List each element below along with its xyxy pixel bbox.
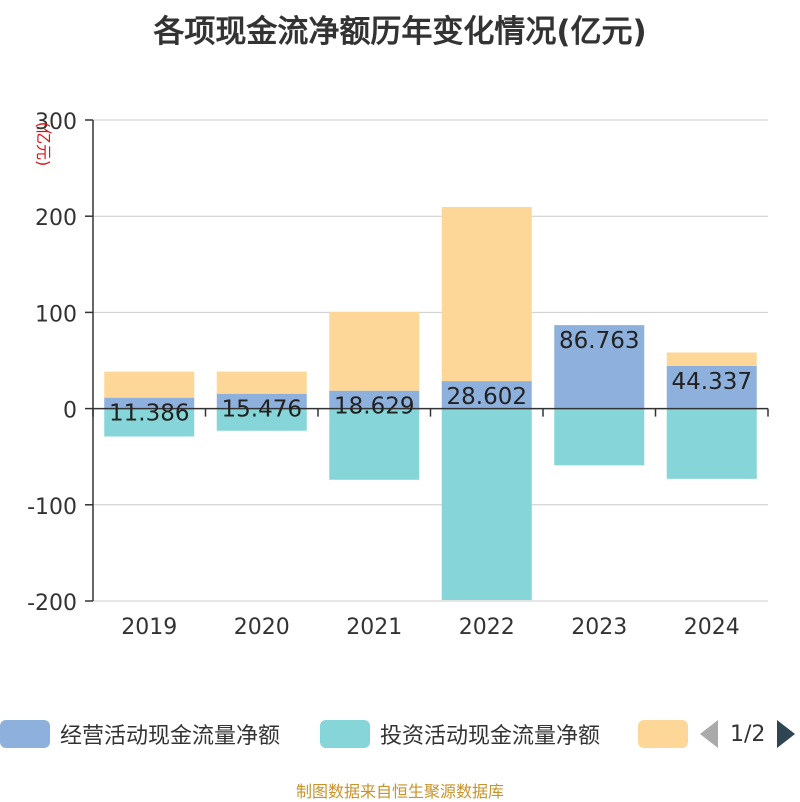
data-label: 18.629: [334, 394, 414, 420]
data-label: 11.386: [109, 401, 189, 427]
legend-prev-page-icon[interactable]: [700, 720, 718, 748]
data-label: 44.337: [672, 369, 752, 395]
y-tick-label: 300: [35, 110, 77, 135]
bar-operating-2024: [666, 365, 757, 409]
y-axis-label: (亿元): [34, 122, 53, 167]
legend-swatch-financing: [638, 720, 688, 748]
data-label: 15.476: [222, 397, 302, 423]
data-label: 28.602: [447, 384, 527, 410]
legend-item-operating[interactable]: 经营活动现金流量净额: [0, 716, 280, 752]
bar-investing-2021: [329, 408, 420, 480]
y-tick-label: -200: [27, 591, 77, 616]
bar-financing-2020: [216, 371, 307, 394]
data-label: 86.763: [559, 328, 639, 354]
x-tick-label: 2019: [121, 615, 177, 640]
y-tick-label: -100: [27, 495, 77, 520]
x-tick-label: 2024: [684, 615, 740, 640]
bar-investing-2019: [104, 408, 195, 437]
legend: 经营活动现金流量净额 投资活动现金流量净额 1/2: [0, 716, 800, 752]
legend-swatch-operating: [0, 720, 50, 748]
legend-pager: 1/2: [700, 716, 796, 752]
bar-investing-2023: [554, 408, 645, 466]
bar-operating-2021: [329, 390, 420, 409]
x-tick-label: 2023: [571, 615, 627, 640]
bar-financing-2024: [666, 352, 757, 366]
x-tick-label: 2020: [234, 615, 290, 640]
legend-label-investing: 投资活动现金流量净额: [380, 724, 601, 749]
data-source-note: 制图数据来自恒生聚源数据库: [295, 782, 504, 801]
legend-next-page-icon[interactable]: [777, 720, 796, 748]
chart-title: 各项现金流净额历年变化情况(亿元): [153, 14, 647, 50]
y-tick-label: 0: [63, 399, 77, 424]
legend-swatch-investing: [320, 720, 370, 748]
chart-area: 300 200 100 0 -100 -200 (亿元) 2019 2020 2021 2022 20…: [27, 110, 769, 640]
bar-financing-2021: [329, 311, 420, 391]
bar-operating-2023: [554, 325, 645, 409]
bar-financing-2019: [104, 371, 195, 398]
legend-page-indicator: 1/2: [730, 721, 766, 747]
x-tick-label: 2021: [346, 615, 402, 640]
bar-investing-2024: [666, 408, 757, 479]
legend-item-financing[interactable]: [638, 716, 688, 752]
bar-financing-2022: [441, 206, 532, 382]
bar-operating-2022: [441, 381, 532, 409]
bar-operating-2019: [104, 397, 195, 409]
y-tick-label: 100: [35, 302, 77, 327]
y-tick-label: 200: [35, 206, 77, 231]
x-tick-label: 2022: [459, 615, 515, 640]
legend-label-operating: 经营活动现金流量净额: [60, 724, 281, 749]
bar-operating-2020: [216, 393, 307, 409]
bar-investing-2022: [441, 408, 532, 601]
bar-investing-2020: [216, 408, 307, 431]
legend-item-investing[interactable]: 投资活动现金流量净额: [320, 716, 600, 752]
